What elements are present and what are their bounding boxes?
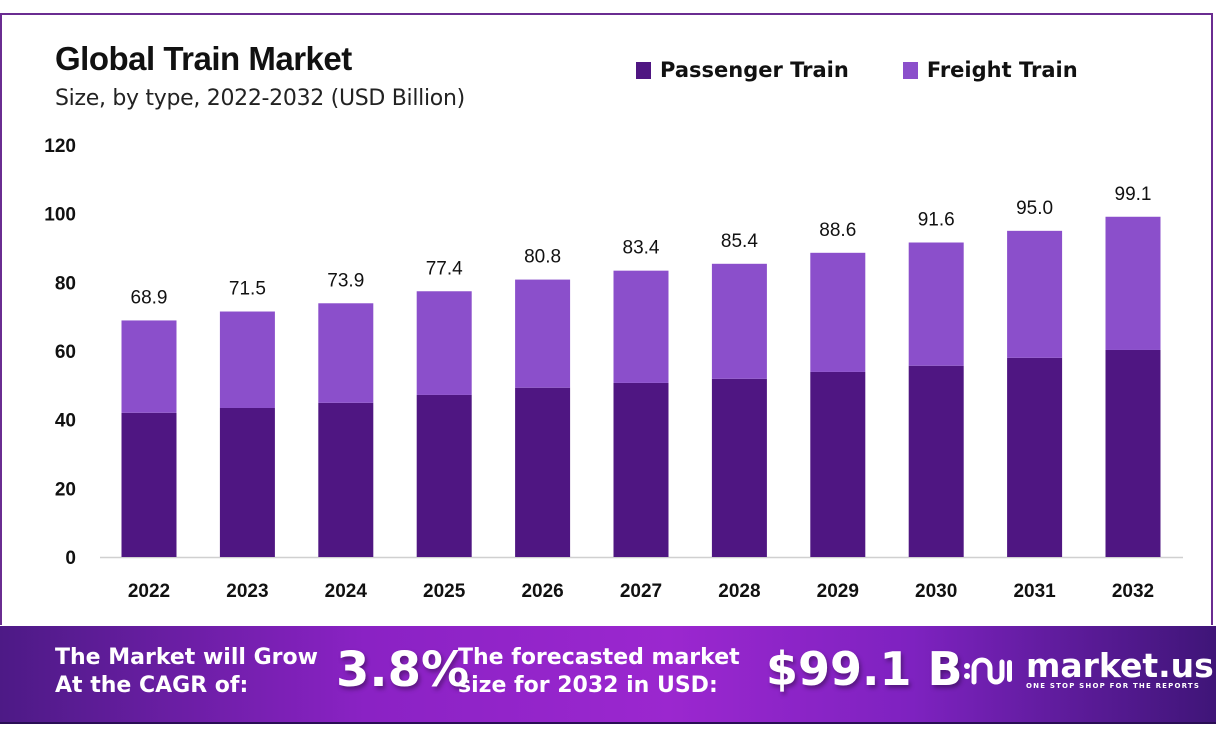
brand-logo: market.us ONE STOP SHOP FOR THE REPORTS: [962, 646, 1214, 690]
bar-segment-passenger: [1105, 349, 1161, 557]
legend-item-passenger: Passenger Train: [636, 58, 849, 82]
chart-title: Global Train Market: [55, 40, 352, 77]
x-tick-label: 2028: [718, 581, 760, 602]
legend: Passenger Train Freight Train: [636, 58, 1078, 82]
bar-segment-passenger: [515, 387, 571, 557]
chart-subtitle: Size, by type, 2022-2032 (USD Billion): [55, 86, 465, 111]
bar-segment-passenger: [416, 394, 472, 557]
bar-total-label: 83.4: [623, 238, 660, 259]
bar-total-label: 99.1: [1115, 184, 1152, 205]
bar-segment-freight: [515, 279, 571, 388]
legend-item-freight: Freight Train: [902, 58, 1078, 82]
bar-segment-passenger: [810, 371, 866, 557]
bar-total-label: 68.9: [131, 287, 168, 308]
forecast-label: The forecasted market size for 2032 in U…: [458, 644, 740, 700]
bar-segment-freight: [1105, 216, 1161, 350]
bar-total-label: 95.0: [1016, 198, 1053, 219]
bar-segment-passenger: [908, 365, 964, 557]
bar-total-label: 91.6: [918, 210, 955, 231]
x-tick-label: 2025: [423, 581, 466, 602]
legend-label-freight: Freight Train: [926, 58, 1078, 82]
x-tick-label: 2027: [620, 581, 662, 602]
x-tick-label: 2024: [325, 581, 368, 602]
bar-segment-freight: [613, 270, 669, 383]
bar-segment-passenger: [219, 407, 275, 557]
bar-total-label: 71.5: [229, 279, 266, 300]
bar-segment-freight: [1007, 230, 1063, 358]
x-tick-label: 2030: [915, 581, 957, 602]
y-tick-label: 60: [55, 342, 76, 363]
legend-swatch-passenger: [636, 61, 651, 79]
bar-segment-freight: [810, 252, 866, 372]
x-tick-label: 2031: [1013, 581, 1056, 602]
y-tick-label: 120: [44, 136, 76, 157]
bar-total-label: 88.6: [819, 220, 856, 241]
summary-banner: [0, 626, 1216, 724]
forecast-label-line2: size for 2032 in USD:: [458, 673, 718, 698]
bar-segment-freight: [219, 311, 275, 408]
cagr-label: The Market will Grow At the CAGR of:: [55, 644, 318, 700]
bar-segment-passenger: [711, 378, 767, 557]
brand-name: market.us: [1026, 646, 1214, 685]
x-tick-label: 2032: [1112, 581, 1154, 602]
legend-swatch-freight: [902, 61, 918, 79]
bar-segment-freight: [318, 303, 374, 403]
x-tick-label: 2022: [128, 581, 170, 602]
brand-text: market.us ONE STOP SHOP FOR THE REPORTS: [1026, 646, 1214, 690]
y-tick-label: 20: [55, 479, 76, 500]
bar-segment-freight: [711, 263, 767, 379]
bar-total-label: 73.9: [327, 270, 364, 291]
bar-segment-freight: [416, 291, 472, 395]
y-tick-label: 100: [44, 205, 76, 226]
bar-total-label: 80.8: [524, 247, 561, 268]
bar-segment-passenger: [1007, 357, 1063, 557]
bar-total-label: 77.4: [426, 258, 463, 279]
y-tick-label: 80: [55, 273, 76, 294]
bar-segment-passenger: [121, 412, 177, 557]
forecast-value: $99.1 B: [766, 642, 963, 696]
forecast-label-line1: The forecasted market: [458, 645, 740, 670]
cagr-label-line1: The Market will Grow: [55, 645, 318, 670]
x-tick-label: 2023: [226, 581, 268, 602]
x-tick-label: 2026: [521, 581, 563, 602]
stacked-bar-chart: 0 20 40 60 80 100 120 68.9 2022 71.5 2023 73.9 2024 7…: [44, 136, 1183, 602]
bar-segment-freight: [121, 320, 177, 413]
brand-tagline: ONE STOP SHOP FOR THE REPORTS: [1026, 682, 1201, 690]
legend-label-passenger: Passenger Train: [660, 58, 849, 82]
bar-segment-passenger: [613, 382, 669, 557]
bar-total-label: 85.4: [721, 231, 758, 252]
market-us-logo-icon: [964, 657, 1012, 685]
y-tick-label: 0: [65, 548, 76, 569]
bar-segment-freight: [908, 242, 964, 366]
x-tick-label: 2029: [817, 581, 859, 602]
y-tick-label: 40: [55, 411, 76, 432]
bar-segment-passenger: [318, 402, 374, 557]
chart-frame: [0, 13, 1213, 625]
cagr-label-line2: At the CAGR of:: [55, 673, 249, 698]
cagr-value: 3.8%: [336, 642, 470, 698]
